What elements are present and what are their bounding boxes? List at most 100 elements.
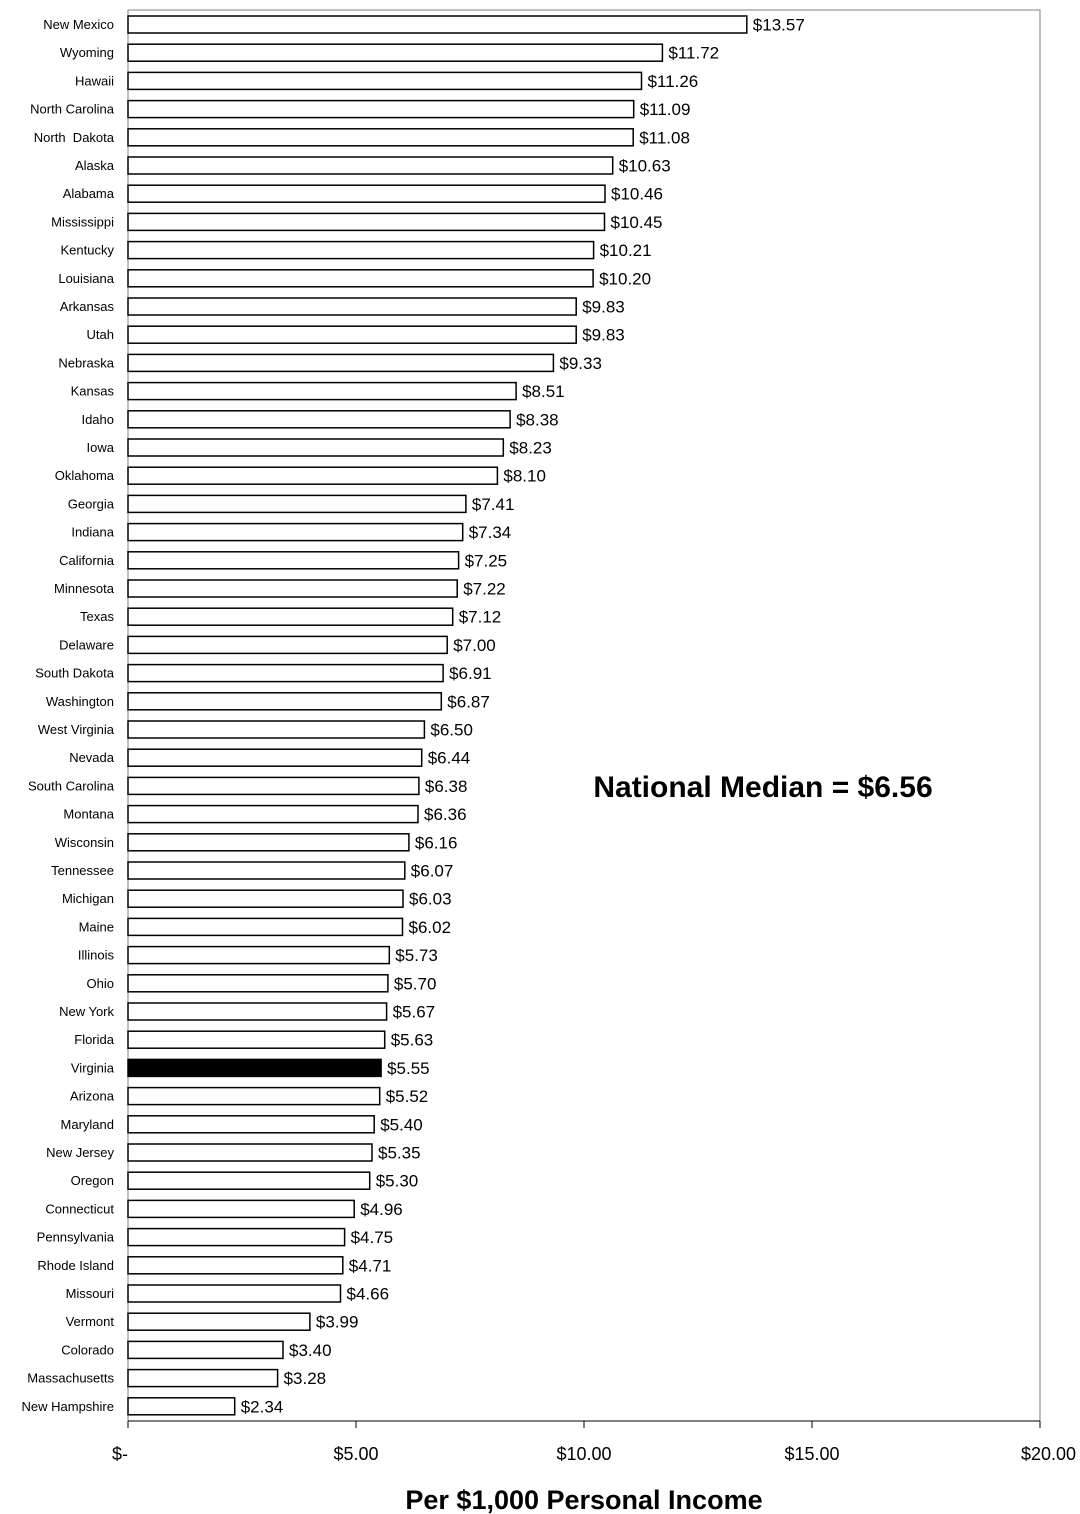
category-label-new-mexico: New Mexico [43, 17, 114, 32]
value-label-south-dakota: $6.91 [449, 664, 492, 683]
value-label-montana: $6.36 [424, 805, 467, 824]
value-label-arkansas: $9.83 [582, 298, 625, 317]
category-label-north-dakota: North Dakota [34, 130, 115, 145]
bar-arizona [127, 1086, 381, 1106]
value-label-texas: $7.12 [459, 608, 502, 627]
value-label-wisconsin: $6.16 [415, 833, 458, 852]
value-label-louisiana: $10.20 [599, 269, 651, 288]
bar-kentucky [127, 240, 595, 260]
value-labels: $13.57 $11.72 $11.26 $11.09 $11.08 $10.63 $10.… [241, 16, 805, 1417]
bar-texas [127, 607, 454, 626]
value-label-pennsylvania: $4.75 [351, 1228, 394, 1247]
category-label-iowa: Iowa [87, 440, 115, 455]
category-label-new-york: New York [59, 1004, 114, 1019]
x-tick-label: $15.00 [784, 1444, 839, 1464]
value-label-ohio: $5.70 [394, 974, 437, 993]
value-label-alabama: $10.46 [611, 185, 663, 204]
category-labels: New Mexico Wyoming Hawaii North Carolina Nor… [22, 17, 115, 1414]
value-label-mississippi: $10.45 [611, 213, 663, 232]
value-label-michigan: $6.03 [409, 890, 452, 909]
x-tick-label: $5.00 [333, 1444, 378, 1464]
value-label-oregon: $5.30 [376, 1172, 419, 1191]
category-label-alaska: Alaska [75, 158, 115, 173]
bar-new-mexico [127, 15, 748, 34]
category-label-colorado: Colorado [61, 1342, 114, 1357]
category-label-wyoming: Wyoming [60, 45, 114, 60]
x-axis-title: Per $1,000 Personal Income [405, 1485, 762, 1514]
category-label-idaho: Idaho [81, 412, 114, 427]
x-tick-label: $- [112, 1444, 128, 1464]
bar-mississippi [127, 212, 606, 232]
bar-west-virginia [127, 720, 426, 739]
value-label-minnesota: $7.22 [463, 580, 506, 599]
bar-oklahoma [127, 466, 499, 485]
category-label-wisconsin: Wisconsin [55, 835, 114, 850]
category-label-new-hampshire: New Hampshire [22, 1399, 114, 1414]
value-label-delaware: $7.00 [453, 636, 496, 655]
value-label-wyoming: $11.72 [668, 44, 719, 63]
category-label-california: California [59, 553, 115, 568]
x-axis: $- $5.00 $10.00 $15.00 $20.00 [112, 1420, 1076, 1464]
bar-florida [127, 1030, 386, 1049]
category-label-connecticut: Connecticut [45, 1201, 114, 1216]
value-label-north-dakota: $11.08 [639, 128, 690, 147]
bar-south-carolina [127, 776, 420, 796]
category-label-utah: Utah [87, 327, 114, 342]
value-label-south-carolina: $6.38 [425, 777, 468, 796]
bar-wisconsin [127, 833, 410, 852]
bar-idaho [127, 410, 511, 429]
category-label-south-carolina: South Carolina [28, 778, 115, 793]
bar-iowa [127, 438, 505, 457]
value-label-colorado: $3.40 [289, 1341, 332, 1360]
category-label-west-virginia: West Virginia [38, 722, 115, 737]
category-label-north-carolina: North Carolina [30, 102, 115, 117]
bar-kansas [127, 381, 517, 401]
category-label-alabama: Alabama [63, 186, 115, 201]
bar-oregon [127, 1171, 371, 1190]
x-tick-label: $10.00 [556, 1444, 611, 1464]
value-label-massachusetts: $3.28 [284, 1369, 327, 1388]
category-label-georgia: Georgia [68, 496, 115, 511]
bar-rhode-island [127, 1256, 344, 1275]
value-label-vermont: $3.99 [316, 1313, 359, 1332]
category-label-washington: Washington [46, 694, 114, 709]
bar-illinois [127, 945, 391, 965]
bar-utah [127, 325, 577, 344]
bar-tennessee [127, 861, 406, 880]
value-label-nebraska: $9.33 [559, 354, 602, 373]
category-label-tennessee: Tennessee [51, 863, 114, 878]
bar-delaware [127, 635, 448, 655]
bar-missouri [127, 1284, 342, 1303]
bar-new-jersey [127, 1143, 373, 1162]
category-label-delaware: Delaware [59, 637, 114, 652]
bar-louisiana [127, 269, 594, 288]
value-label-maine: $6.02 [409, 918, 452, 937]
value-label-north-carolina: $11.09 [640, 100, 691, 119]
bar-colorado [127, 1340, 284, 1360]
category-label-rhode-island: Rhode Island [37, 1258, 114, 1273]
category-label-oklahoma: Oklahoma [55, 468, 115, 483]
value-label-florida: $5.63 [391, 1031, 434, 1050]
value-label-california: $7.25 [465, 551, 508, 570]
bar-connecticut [127, 1199, 355, 1219]
bar-north-dakota [127, 128, 634, 147]
bar-california [127, 551, 460, 570]
value-label-oklahoma: $8.10 [503, 467, 546, 486]
value-label-hawaii: $11.26 [648, 72, 699, 91]
value-label-iowa: $8.23 [509, 439, 552, 458]
category-label-ohio: Ohio [87, 976, 114, 991]
bar-north-carolina [127, 99, 635, 119]
value-label-new-york: $5.67 [393, 1003, 436, 1022]
bar-wyoming [127, 43, 664, 62]
bar-new-hampshire [127, 1397, 236, 1416]
value-label-utah: $9.83 [582, 326, 625, 345]
category-label-louisiana: Louisiana [58, 271, 114, 286]
category-label-kansas: Kansas [71, 384, 115, 399]
bar-pennsylvania [127, 1227, 346, 1247]
bars [127, 15, 748, 1416]
bar-nebraska [127, 353, 555, 373]
bar-minnesota [127, 579, 458, 598]
median-annotation: National Median = $6.56 [593, 771, 932, 804]
bar-south-dakota [127, 663, 444, 683]
